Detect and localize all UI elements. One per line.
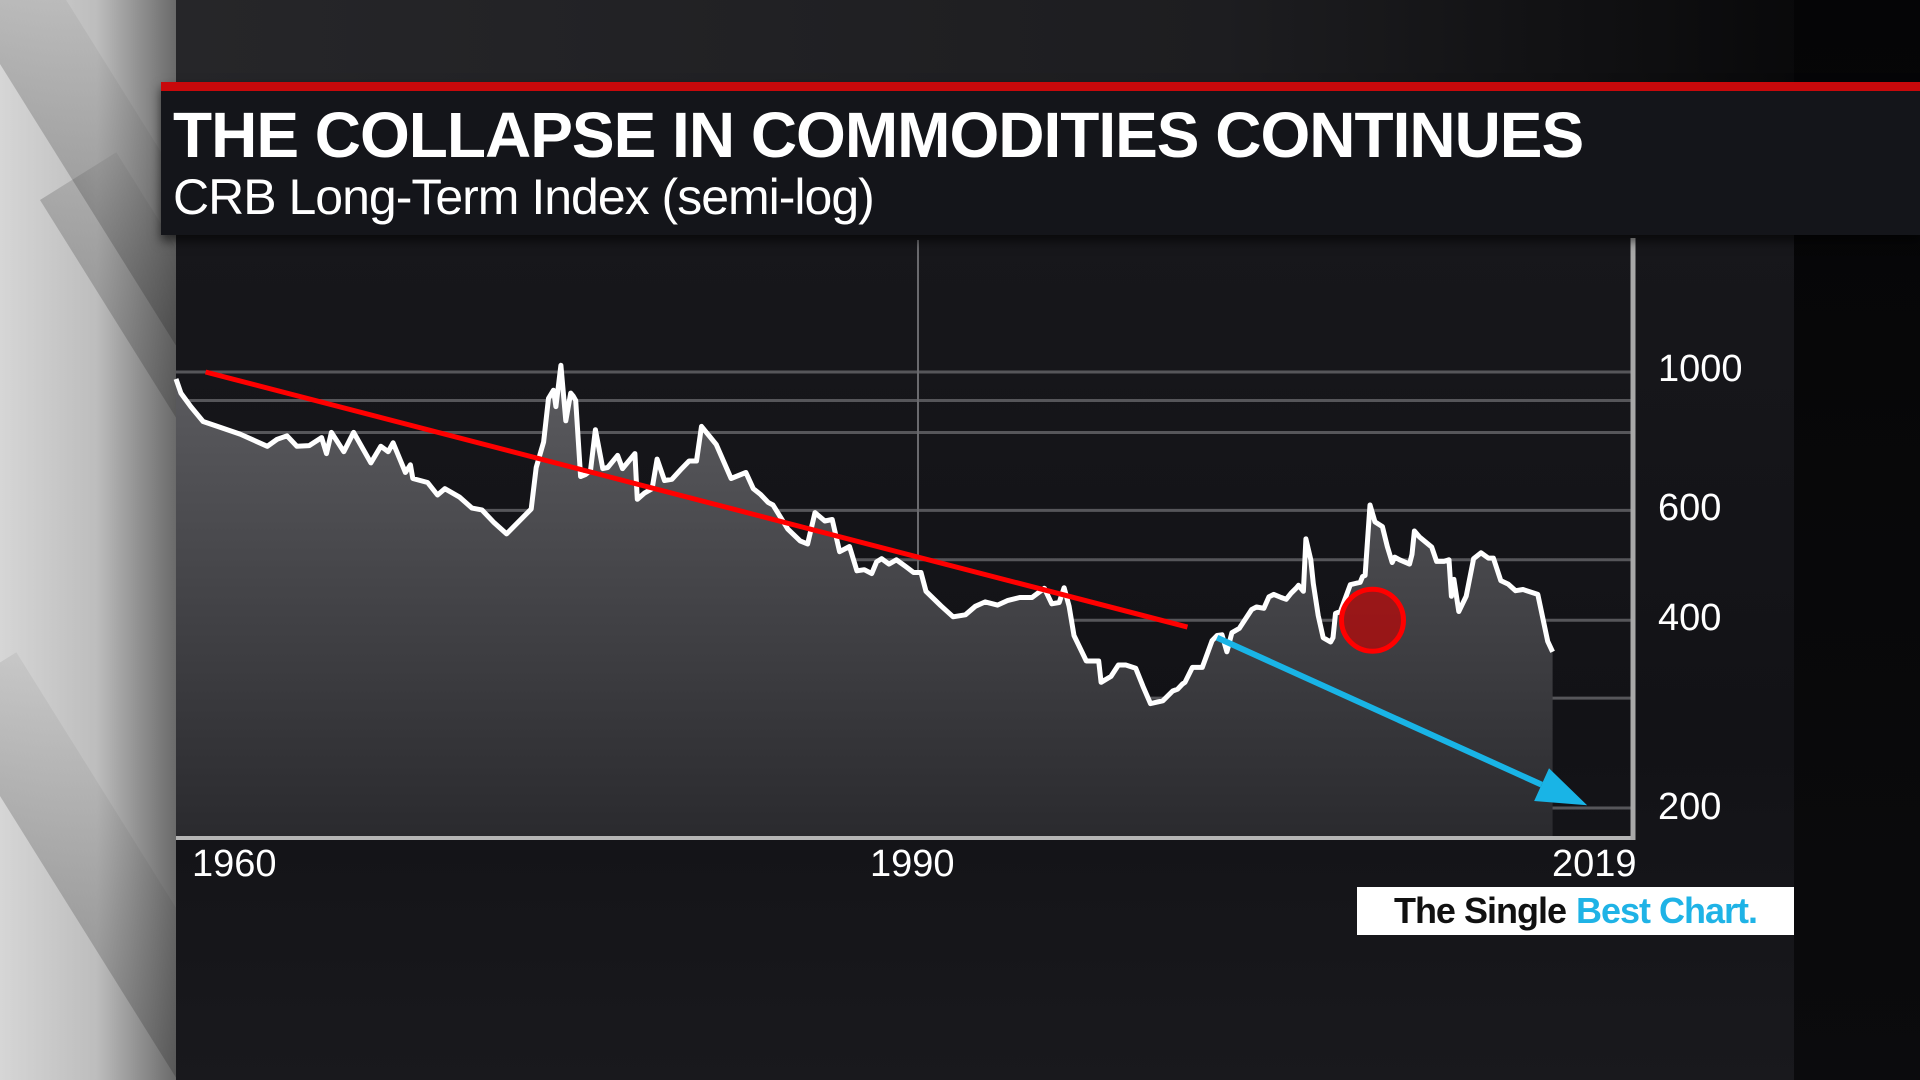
page-title: THE COLLAPSE IN COMMODITIES CONTINUES	[173, 99, 1584, 171]
chart-header: THE COLLAPSE IN COMMODITIES CONTINUES CR…	[161, 82, 1920, 235]
x-tick-label: 2019	[1552, 843, 1637, 885]
left-background-panel	[0, 0, 176, 1080]
y-tick-label: 600	[1658, 487, 1722, 529]
header-red-bar	[161, 82, 1920, 91]
series-area-fill	[176, 365, 1553, 838]
red-trendline	[204, 369, 1189, 630]
brand-accent-text: Best Chart.	[1575, 890, 1758, 931]
y-tick-label: 200	[1658, 786, 1722, 828]
x-tick-label: 1990	[870, 843, 955, 885]
brand-text: The Single	[1393, 890, 1567, 931]
top-background	[176, 0, 1920, 90]
series-line	[173, 362, 1555, 707]
blue-projection-arrow	[1215, 634, 1543, 788]
y-tick-label: 400	[1658, 597, 1722, 639]
highlight-circle	[1338, 586, 1406, 654]
x-tick-label: 1960	[192, 843, 277, 885]
arrowhead-icon	[1534, 768, 1588, 806]
chart-subtitle: CRB Long-Term Index (semi-log)	[173, 169, 875, 225]
y-tick-label: 1000	[1658, 348, 1743, 390]
brand-badge: The Single Best Chart.	[1357, 887, 1794, 935]
